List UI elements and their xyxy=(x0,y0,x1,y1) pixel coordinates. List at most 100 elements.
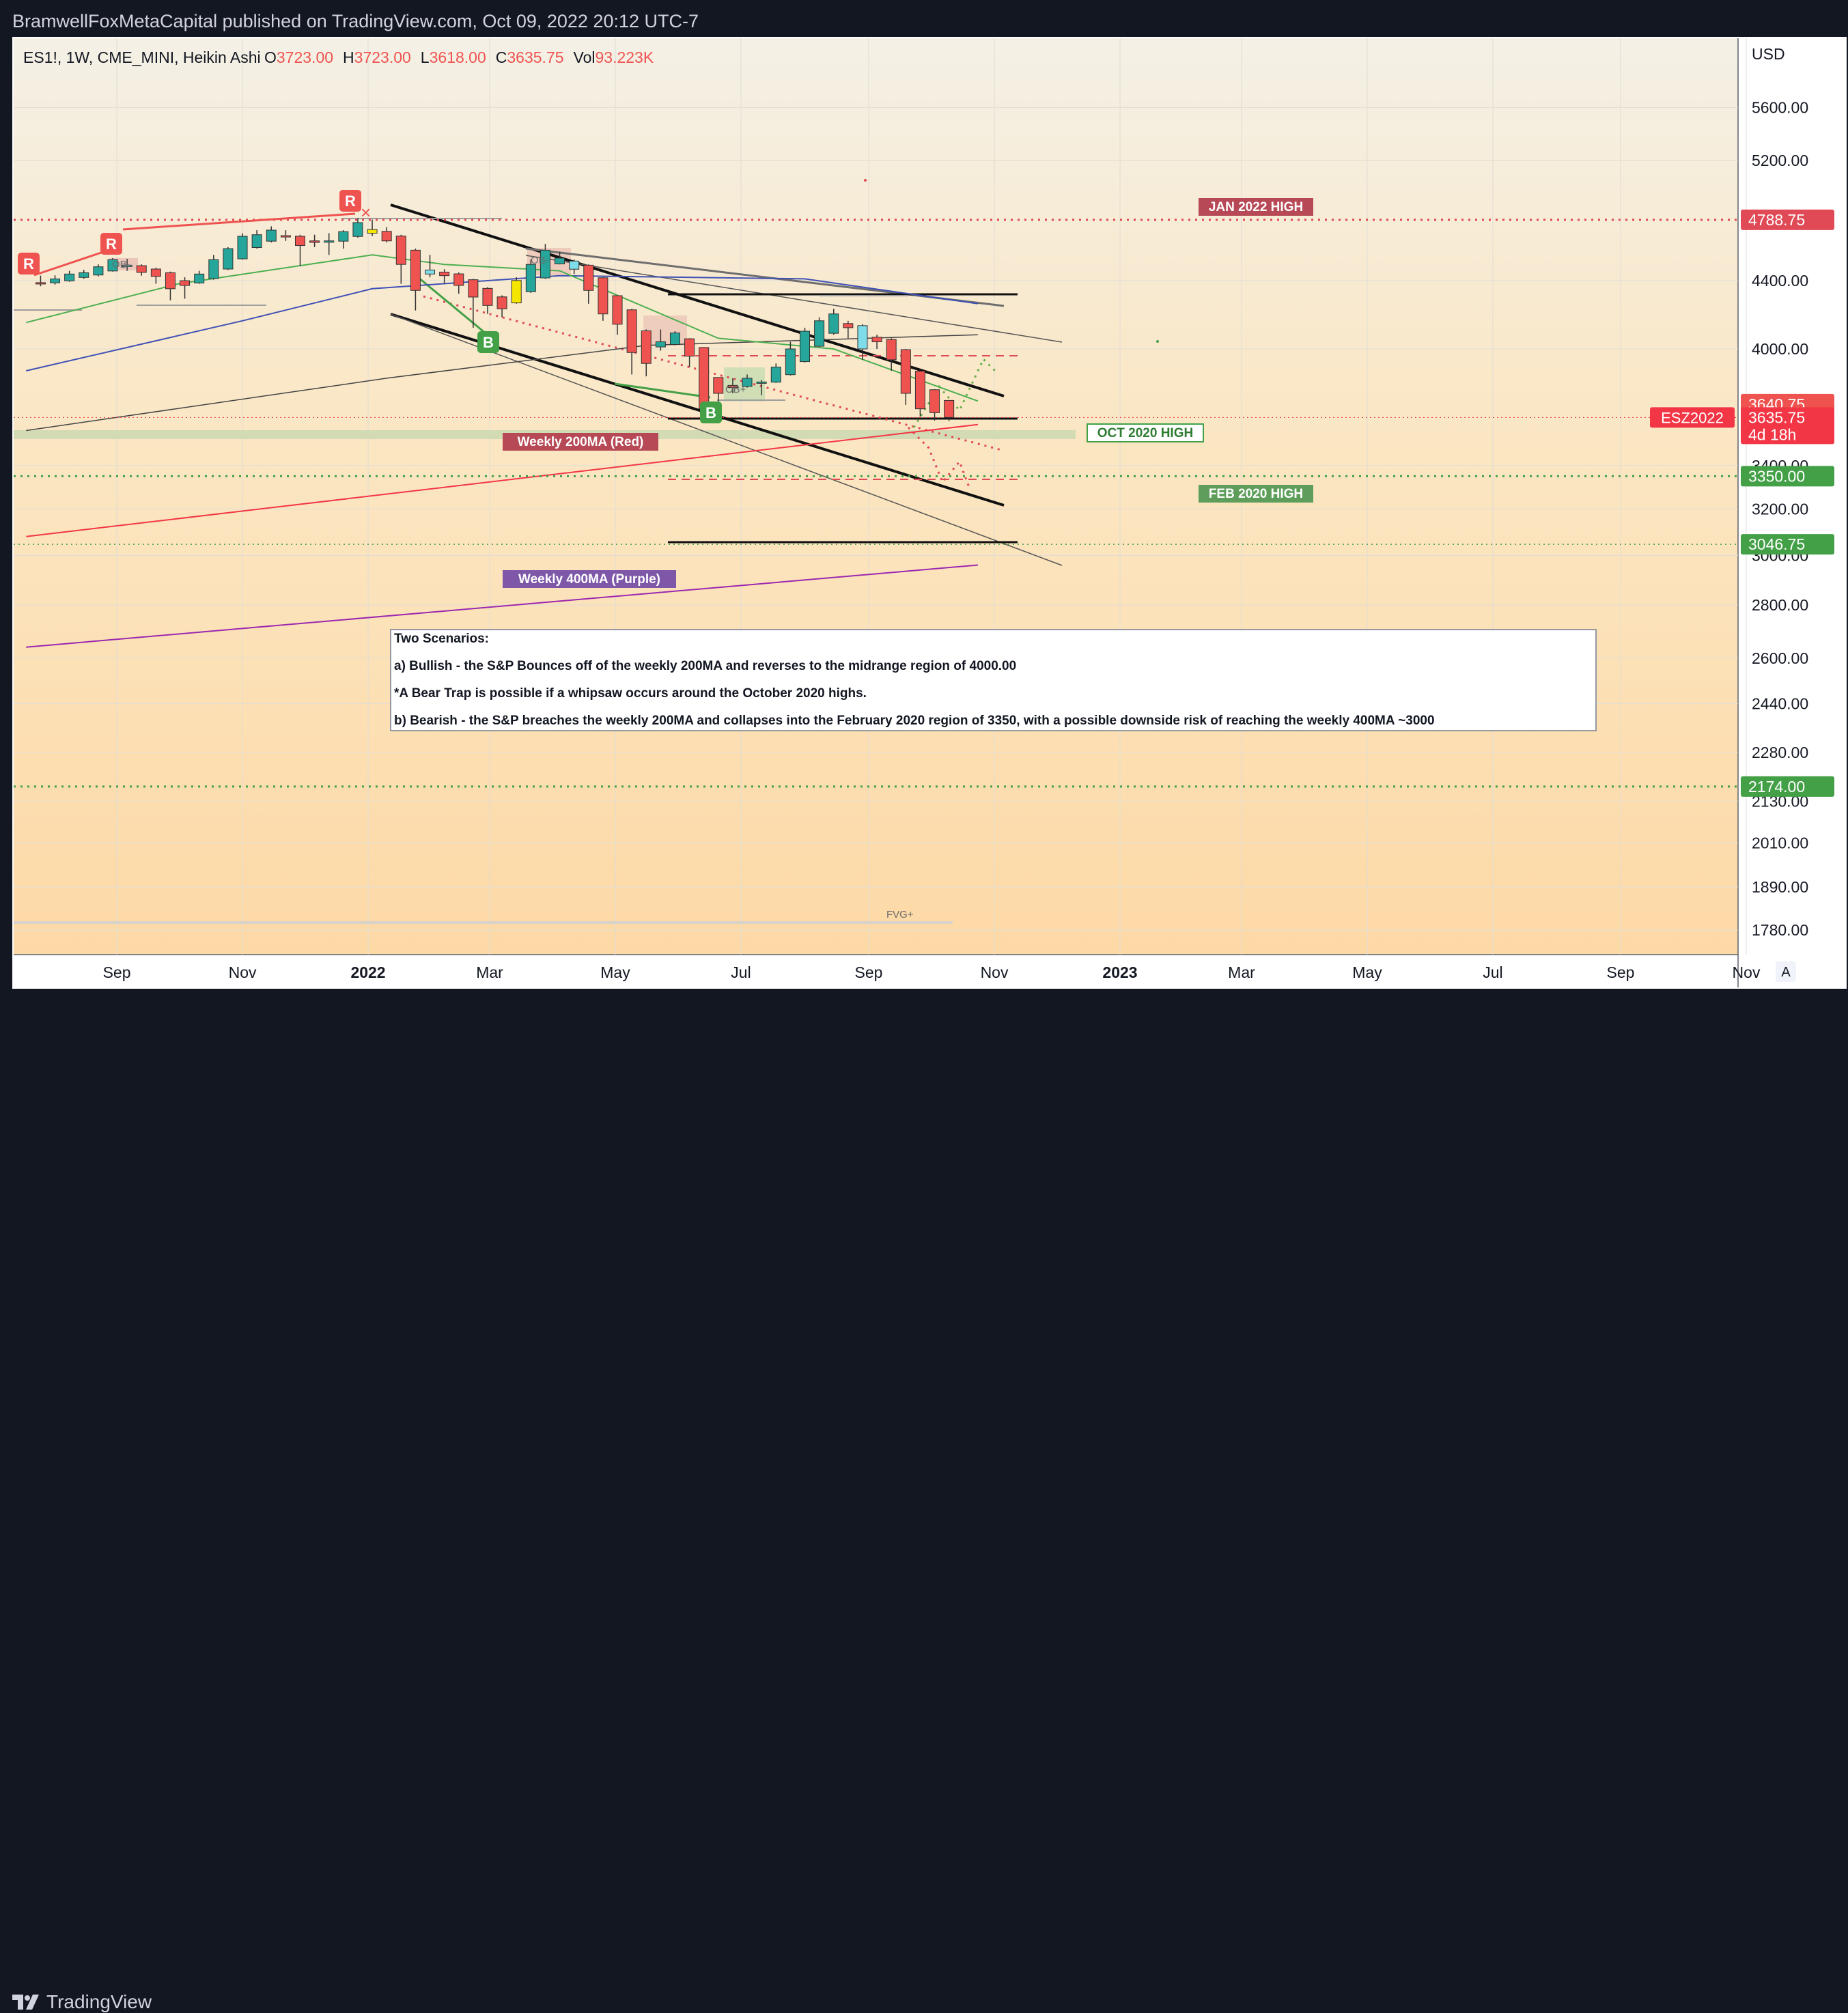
x-tick-label: Nov xyxy=(229,963,257,981)
candle xyxy=(122,259,132,271)
vol-value: 93.223K xyxy=(595,48,654,66)
svg-text:Weekly 400MA (Purple): Weekly 400MA (Purple) xyxy=(518,572,660,587)
svg-text:FEB 2020 HIGH: FEB 2020 HIGH xyxy=(1209,487,1303,501)
dot-mark-red xyxy=(864,179,867,182)
candle xyxy=(338,230,349,249)
x-tick-label: Mar xyxy=(476,963,503,981)
candle xyxy=(223,247,234,270)
currency-label: USD xyxy=(1752,45,1785,63)
candle xyxy=(684,338,695,367)
tradingview-logo[interactable]: TradingView xyxy=(12,1991,152,2013)
red-dotted-trend xyxy=(423,295,1005,452)
x-tick-label: 2022 xyxy=(350,963,385,981)
trend-grey-2 xyxy=(525,255,1063,343)
auto-scale-button[interactable]: A xyxy=(1776,961,1796,982)
scenario-b: b) Bearish - the S&P breaches the weekly… xyxy=(394,714,1435,728)
svg-text:R: R xyxy=(23,255,34,272)
candle xyxy=(453,272,464,294)
signal-r-2: R xyxy=(100,233,122,255)
moving-averages xyxy=(26,254,979,648)
candle xyxy=(540,244,550,279)
candle xyxy=(843,320,854,339)
tradingview-chart[interactable]: R R R B B × OB- OB- OB+ FVG+ JAN 2022 HIGH OCT 202… xyxy=(14,38,1834,987)
y-tick-label: 4400.00 xyxy=(1752,272,1808,290)
x-tick-label: Sep xyxy=(855,963,883,981)
y-tick-label: 5600.00 xyxy=(1752,98,1808,116)
x-mark: × xyxy=(361,202,371,223)
svg-text:R: R xyxy=(106,236,117,253)
red-trend-2 xyxy=(122,212,356,231)
candle xyxy=(742,374,753,388)
candle xyxy=(857,324,868,360)
y-tick-label: 1890.00 xyxy=(1752,878,1808,896)
signal-markers: R R R B B × OB- OB- OB+ FVG+ xyxy=(18,190,914,920)
y-tick-label: 5200.00 xyxy=(1752,152,1808,169)
time-axis[interactable]: Sep Nov 2022 Mar May Jul Sep Nov 2023 Mar May Jul Se… xyxy=(103,963,1761,981)
tradingview-icon xyxy=(12,1995,39,2010)
scenarios-box: Two Scenarios: a) Bullish - the S&P Boun… xyxy=(390,629,1597,731)
x-tick-label: Nov xyxy=(981,963,1009,981)
candle xyxy=(669,331,680,346)
svg-text:3046.75: 3046.75 xyxy=(1748,535,1805,553)
svg-text:R: R xyxy=(345,193,356,210)
plot-background xyxy=(14,38,1738,955)
candle xyxy=(266,226,277,243)
svg-text:A: A xyxy=(1781,965,1791,980)
x-tick-label: Jul xyxy=(1483,963,1502,981)
dot-mark-green xyxy=(1156,340,1159,343)
grid xyxy=(14,38,1747,955)
fvg-plus-label: FVG+ xyxy=(886,909,914,920)
candle xyxy=(800,327,811,363)
candle xyxy=(468,279,479,328)
candle xyxy=(626,309,637,375)
svg-text:JAN 2022 HIGH: JAN 2022 HIGH xyxy=(1209,200,1303,214)
candle xyxy=(381,227,392,243)
publisher-bar: BramwellFoxMetaCapital published on Trad… xyxy=(0,0,1848,42)
red-trend-1 xyxy=(33,249,110,277)
y-tick-label: 2440.00 xyxy=(1752,695,1808,713)
candle xyxy=(886,338,897,371)
green-trend xyxy=(417,276,490,338)
candle xyxy=(756,380,767,395)
scenario-trap: *A Bear Trap is possible if a whipsaw oc… xyxy=(394,686,867,701)
svg-text:OCT 2020 HIGH: OCT 2020 HIGH xyxy=(1097,426,1193,440)
candle xyxy=(367,219,378,236)
feb-2020-high-label: FEB 2020 HIGH xyxy=(1199,485,1313,503)
svg-text:B: B xyxy=(705,404,716,421)
h-label: H xyxy=(343,48,354,66)
candle xyxy=(194,270,205,284)
candle xyxy=(35,275,46,287)
candle xyxy=(136,264,147,276)
svg-text:Weekly 200MA (Red): Weekly 200MA (Red) xyxy=(518,435,644,449)
candle xyxy=(727,378,738,394)
candle xyxy=(828,309,839,335)
svg-text:4788.75: 4788.75 xyxy=(1748,211,1805,229)
candle xyxy=(251,230,262,249)
candle xyxy=(900,349,911,405)
signal-b-2: B xyxy=(700,402,722,423)
candle xyxy=(713,377,724,405)
price-tag: 2174.00 xyxy=(1741,776,1834,797)
candle xyxy=(93,264,104,277)
o-label: O xyxy=(264,48,277,66)
signal-r-1: R xyxy=(18,253,40,274)
candle xyxy=(583,264,594,304)
h-value: 3723.00 xyxy=(354,48,411,66)
candle xyxy=(439,269,450,284)
candle xyxy=(324,233,335,255)
candle xyxy=(64,270,75,282)
l-value: 3618.00 xyxy=(430,48,486,66)
candle xyxy=(482,287,493,314)
x-tick-label: Sep xyxy=(103,963,131,981)
candles xyxy=(35,218,955,421)
horizontal-levels xyxy=(14,219,1738,788)
ma-green-line xyxy=(26,254,979,402)
candle xyxy=(425,255,436,278)
signal-r-3: R xyxy=(339,190,361,212)
x-tick-label: May xyxy=(600,963,630,981)
candle xyxy=(525,259,536,293)
ob-minus-label-1: OB- xyxy=(112,259,130,270)
ob-minus-label-2: OB- xyxy=(531,255,549,266)
x-tick-label: May xyxy=(1352,963,1382,981)
ma-long-line xyxy=(26,334,978,432)
